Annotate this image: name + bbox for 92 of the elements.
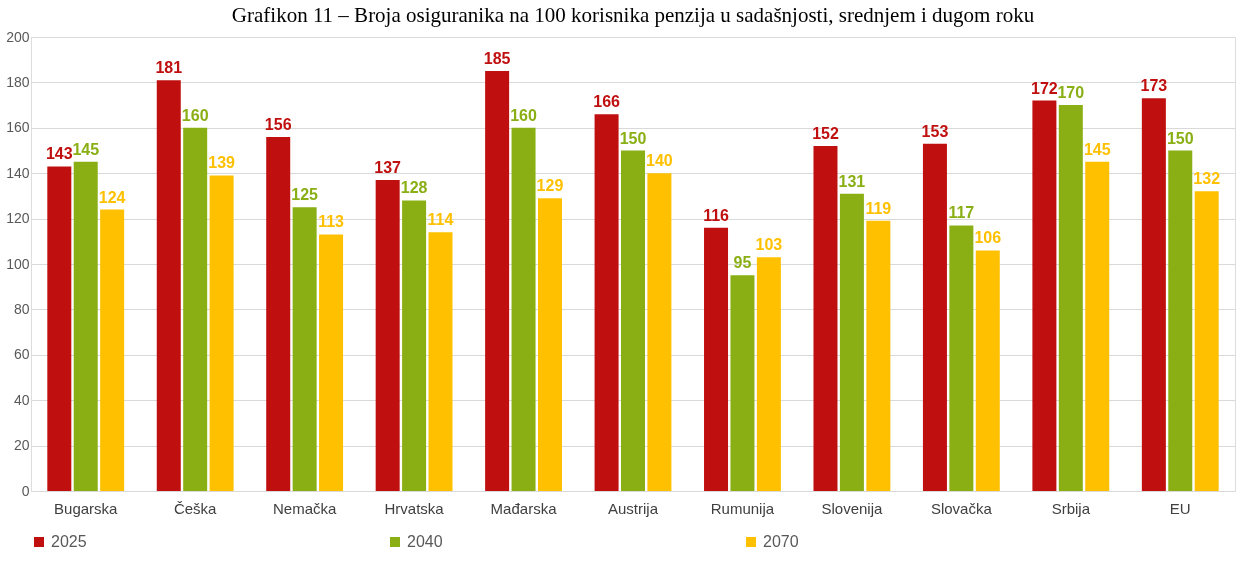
data-label: 140 [646,152,673,170]
bar [485,71,510,491]
data-label: 128 [400,179,428,197]
bar [1194,191,1219,491]
x-tick-label: Rumunija [710,499,775,517]
data-label: 166 [593,93,621,111]
data-label: 150 [619,129,647,147]
data-label: 116 [703,206,730,224]
bar [1058,105,1083,491]
data-label: 137 [374,159,402,177]
bar [319,234,344,491]
y-tick-label: 120 [6,210,30,227]
bar [402,200,427,491]
x-tick-label: Srbija [1051,499,1091,517]
data-label: 150 [1166,129,1194,147]
bar [839,193,864,491]
data-label: 132 [1193,170,1221,188]
legend-label: 2070 [763,533,799,550]
data-label: 170 [1057,84,1085,102]
bar [756,257,781,491]
bar [47,166,72,491]
legend-label: 2025 [51,533,87,550]
bar [209,175,234,491]
data-label: 119 [865,199,892,217]
y-tick-label: 100 [6,255,30,272]
bar [594,114,619,491]
x-tick-label: EU [1169,499,1191,517]
y-tick-label: 40 [13,391,30,408]
data-label: 145 [72,140,100,158]
bar [375,180,400,491]
bar [100,209,125,491]
x-tick-label: Mađarska [490,499,558,517]
data-label: 143 [45,145,73,163]
data-label: 129 [536,177,564,195]
data-label: 160 [510,106,537,124]
y-tick-label: 180 [6,73,30,90]
x-tick-label: Austrija [607,499,659,517]
y-tick-label: 80 [13,300,30,317]
data-label: 181 [155,59,183,77]
data-label: 95 [733,254,752,272]
y-tick-label: 20 [13,437,30,454]
x-tick-label: Hrvatska [384,499,445,517]
data-label: 185 [483,50,511,68]
data-label: 125 [291,186,319,204]
data-label: 173 [1140,77,1168,95]
bar [266,136,291,491]
data-label: 124 [98,188,126,206]
bar [813,145,838,491]
bar [1032,100,1057,491]
bar [292,207,317,491]
bar [704,227,729,491]
bar [949,225,974,491]
bar [647,173,672,491]
bar [730,275,755,491]
data-label: 145 [1083,140,1111,158]
legend-label: 2040 [407,533,443,550]
x-tick-label: Češka [173,499,218,517]
bar [1085,161,1110,491]
bar [537,198,562,491]
bar [1141,98,1166,491]
data-label: 117 [948,204,975,222]
y-tick-label: 200 [6,28,30,45]
bar [922,143,947,491]
data-label: 172 [1031,79,1058,97]
y-tick-label: 60 [13,346,30,363]
data-label: 103 [755,236,783,254]
y-tick-label: 160 [6,119,30,136]
x-tick-label: Slovenija [821,499,883,517]
bar [183,127,208,491]
data-label: 131 [838,172,866,190]
bar [621,150,645,491]
data-label: 139 [208,154,236,172]
bar [975,250,1000,491]
y-tick-label: 0 [21,482,30,499]
data-label: 160 [181,106,209,124]
data-label: 114 [427,211,454,229]
chart-title: Grafikon 11 – Broja osiguranika na 100 korisnika penzija u sadašnjosti, srednjem i dugom roku [231,3,1035,27]
x-tick-label: Nemačka [272,499,337,517]
data-label: 153 [921,122,949,140]
bar [1168,150,1193,491]
x-tick-label: Slovačka [930,499,993,517]
bar [73,161,98,491]
bar [428,232,453,491]
data-label: 152 [812,124,839,142]
y-tick-label: 140 [6,164,30,181]
data-label: 156 [264,115,292,133]
data-label: 106 [974,229,1002,247]
data-label: 113 [318,213,345,231]
bar [511,127,536,491]
x-tick-label: Bugarska [54,499,119,517]
bar [156,80,181,491]
bar [866,220,891,491]
